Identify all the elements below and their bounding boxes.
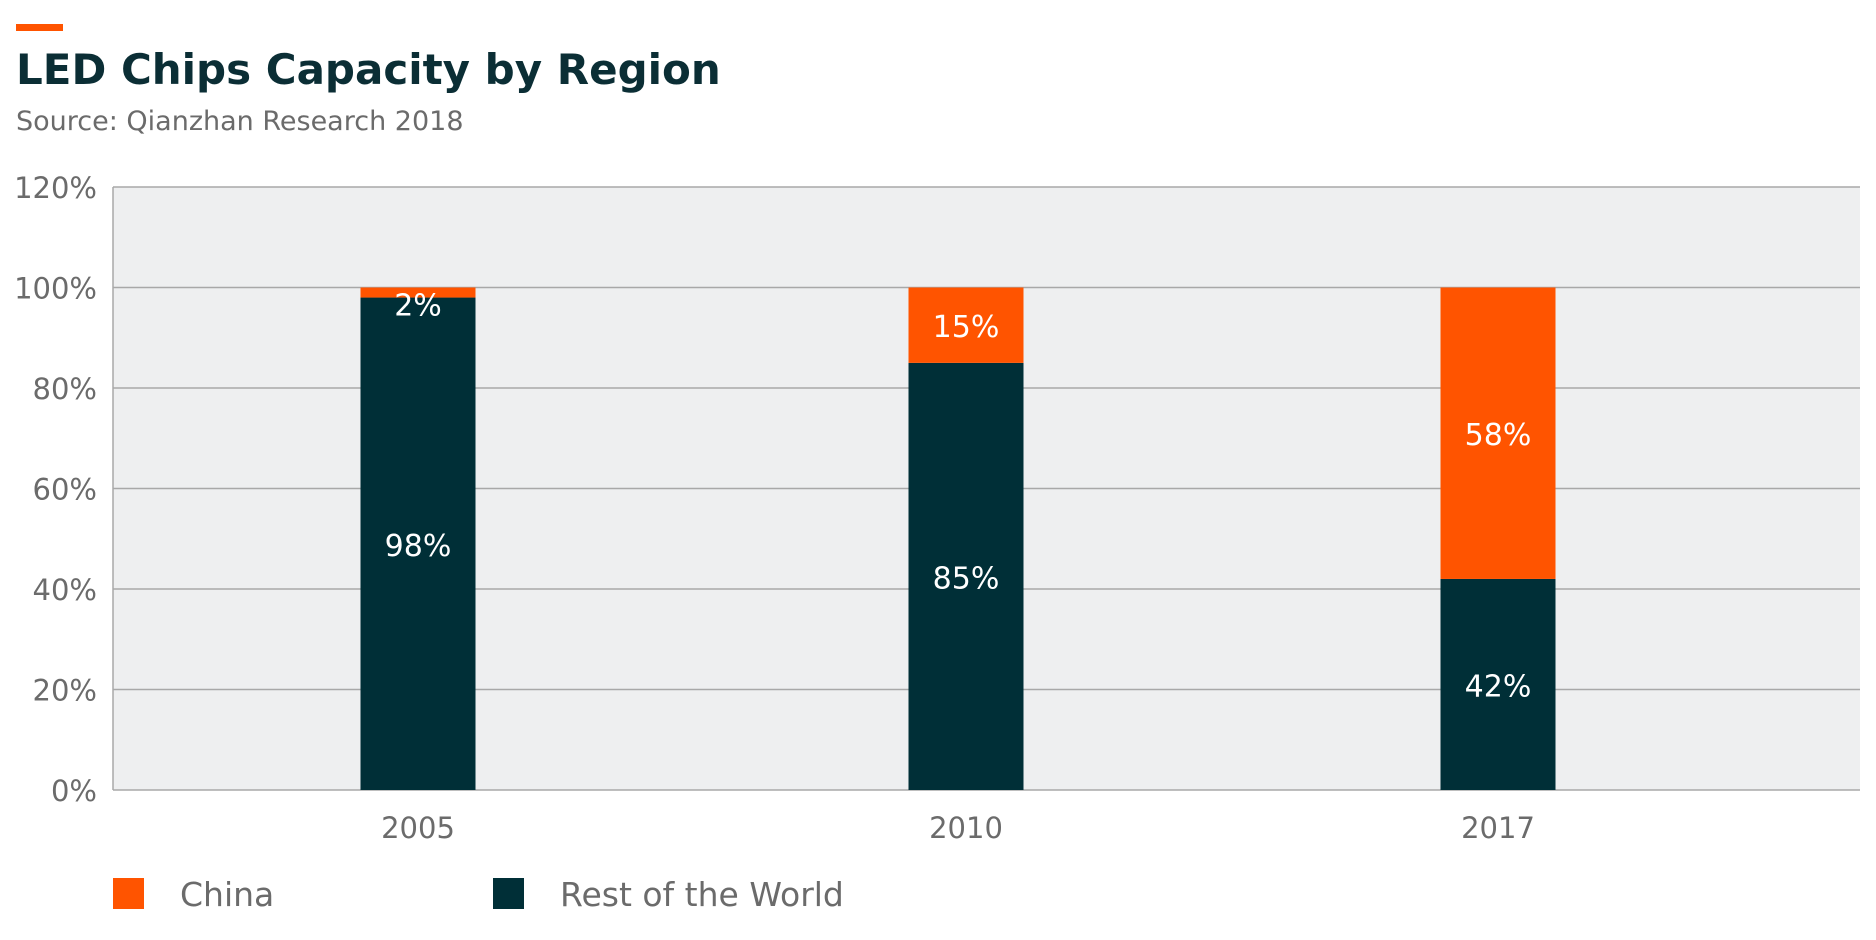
- bar-china-2017: [1440, 287, 1556, 579]
- y-tick-label: 20%: [33, 674, 97, 708]
- bar-rest-of-the-world-2010: [908, 362, 1024, 790]
- data-label-china-2017: 58%: [1465, 418, 1532, 453]
- x-tick-label: 2017: [1461, 811, 1535, 845]
- bar-rest-of-the-world-2005: [360, 297, 476, 790]
- bar-china-2005: [360, 287, 476, 298]
- legend: China Rest of the World: [113, 870, 1013, 920]
- chart-source: Source: Qianzhan Research 2018: [16, 106, 464, 137]
- y-tick-label: 60%: [33, 473, 97, 507]
- y-tick-label: 40%: [33, 573, 97, 607]
- legend-label-rest-of-world: Rest of the World: [560, 875, 844, 914]
- bar-rest-of-the-world-2017: [1440, 578, 1556, 790]
- data-label-rest-of-the-world-2010: 85%: [933, 561, 1000, 596]
- legend-swatch-rest-of-world: [493, 878, 524, 909]
- y-tick-label: 100%: [14, 272, 97, 306]
- bar-china-2010: [908, 287, 1024, 363]
- y-tick-label: 120%: [14, 171, 97, 205]
- data-label-rest-of-the-world-2005: 98%: [385, 529, 452, 564]
- data-label-rest-of-the-world-2017: 42%: [1465, 669, 1532, 704]
- legend-swatch-china: [113, 878, 144, 909]
- data-label-china-2005: 2%: [394, 289, 442, 324]
- data-label-china-2010: 15%: [933, 310, 1000, 345]
- x-tick-label: 2005: [381, 811, 455, 845]
- legend-label-china: China: [180, 875, 275, 914]
- y-tick-label: 80%: [33, 372, 97, 406]
- x-tick-label: 2010: [929, 811, 1003, 845]
- chart-title: LED Chips Capacity by Region: [16, 45, 721, 94]
- y-tick-label: 0%: [51, 774, 97, 808]
- title-accent-bar: [16, 24, 63, 31]
